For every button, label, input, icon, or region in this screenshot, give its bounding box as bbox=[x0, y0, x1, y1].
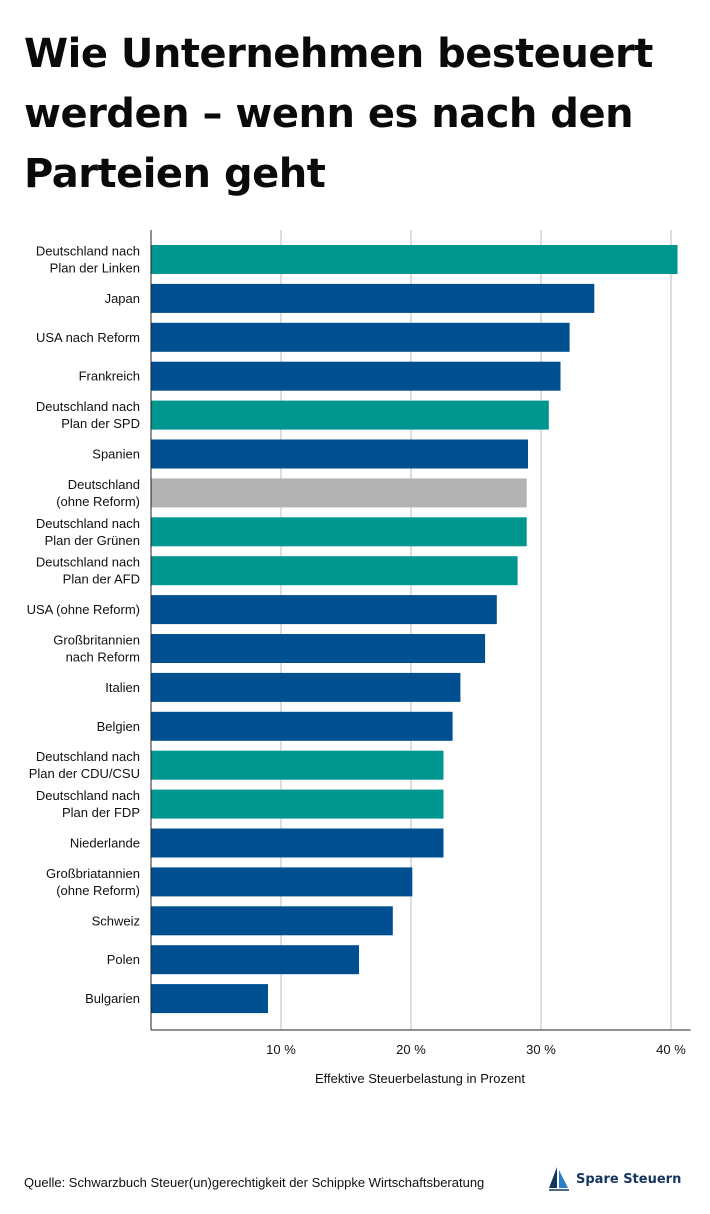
brand-logo: Spare Steuern bbox=[548, 1166, 681, 1192]
bar-15 bbox=[151, 828, 444, 858]
category-label-10-line-0: Großbritannien bbox=[53, 633, 140, 648]
bar-chart: Deutschland nach Plan der Linken Japan USA… bbox=[27, 230, 691, 1086]
category-label-3: Frankreich bbox=[79, 369, 140, 384]
category-label-8-line-0: Deutschland nach bbox=[36, 555, 140, 570]
bar-6 bbox=[151, 478, 527, 508]
category-label-17: Schweiz bbox=[92, 913, 140, 928]
bar-13 bbox=[151, 750, 444, 780]
bar-11 bbox=[151, 672, 461, 702]
bar-5 bbox=[151, 439, 528, 469]
bar-9 bbox=[151, 595, 497, 625]
bar-10 bbox=[151, 634, 486, 663]
category-label-14-line-0: Deutschland nach bbox=[36, 788, 140, 803]
category-label-9: USA (ohne Reform) bbox=[27, 602, 140, 617]
category-label-8-line-1: Plan der AFD bbox=[63, 572, 140, 587]
category-label-13-line-0: Deutschland nach bbox=[36, 749, 140, 764]
category-label-15: Niederlande bbox=[70, 836, 140, 851]
category-label-7-line-0: Deutschland nach bbox=[36, 516, 140, 531]
category-label-7-line-1: Plan der Grünen bbox=[45, 533, 140, 548]
bar-8 bbox=[151, 556, 518, 586]
bar-0 bbox=[151, 245, 678, 274]
bar-1 bbox=[151, 283, 595, 313]
x-tick-label-20: 20 % bbox=[396, 1042, 426, 1057]
category-label-0-line-1: Plan der Linken bbox=[50, 261, 140, 276]
brand-name: Spare Steuern bbox=[576, 1171, 682, 1187]
bar-3 bbox=[151, 361, 561, 391]
bar-17 bbox=[151, 906, 393, 936]
category-label-18: Polen bbox=[107, 952, 140, 967]
category-label-13-line-1: Plan der CDU/CSU bbox=[29, 766, 140, 781]
x-tick-label-10: 10 % bbox=[266, 1042, 296, 1057]
bar-7 bbox=[151, 517, 527, 547]
x-tick-label-40: 40 % bbox=[656, 1042, 686, 1057]
category-label-16-line-0: Großbriatannien bbox=[46, 866, 140, 881]
category-label-19: Bulgarien bbox=[85, 991, 140, 1006]
bar-18 bbox=[151, 945, 359, 975]
category-label-11: Italien bbox=[105, 680, 140, 695]
category-label-4-line-1: Plan der SPD bbox=[61, 416, 140, 431]
category-label-6-line-0: Deutschland bbox=[68, 477, 140, 492]
category-label-14-line-1: Plan der FDP bbox=[62, 805, 140, 820]
category-label-2: USA nach Reform bbox=[36, 330, 140, 345]
category-label-5: Spanien bbox=[92, 447, 140, 462]
category-label-12: Belgien bbox=[97, 719, 140, 734]
page-title: Wie Unternehmen besteuert werden – wenn … bbox=[24, 31, 653, 197]
category-label-4-line-0: Deutschland nach bbox=[36, 399, 140, 414]
bar-19 bbox=[151, 984, 268, 1014]
sailboat-icon bbox=[549, 1167, 569, 1191]
source-note: Quelle: Schwarzbuch Steuer(un)gerechtigk… bbox=[24, 1175, 485, 1190]
x-tick-label-30: 30 % bbox=[526, 1042, 556, 1057]
category-label-1: Japan bbox=[105, 291, 140, 306]
x-axis-title: Effektive Steuerbelastung in Prozent bbox=[315, 1071, 525, 1086]
category-label-16-line-1: (ohne Reform) bbox=[56, 883, 140, 898]
bar-12 bbox=[151, 711, 453, 741]
bar-4 bbox=[151, 400, 549, 430]
category-label-0-line-0: Deutschland nach bbox=[36, 244, 140, 259]
bar-16 bbox=[151, 867, 413, 897]
category-label-10-line-1: nach Reform bbox=[66, 650, 140, 665]
bar-14 bbox=[151, 789, 444, 819]
category-label-6-line-1: (ohne Reform) bbox=[56, 494, 140, 509]
bar-2 bbox=[151, 322, 570, 352]
